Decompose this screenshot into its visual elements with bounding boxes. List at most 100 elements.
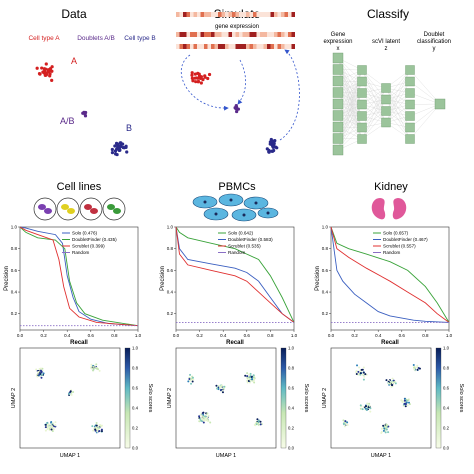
umap-point bbox=[244, 374, 247, 377]
cell-dot bbox=[190, 71, 194, 75]
umap-point bbox=[95, 367, 98, 370]
x-tick-label: 0.2 bbox=[196, 333, 203, 338]
nn-node bbox=[405, 134, 415, 144]
expr-cell bbox=[204, 32, 208, 37]
cell-dot bbox=[207, 72, 212, 77]
umap-point bbox=[360, 368, 363, 371]
umap-point bbox=[247, 378, 250, 381]
cell-dot bbox=[113, 149, 118, 153]
x-tick-label: 0.6 bbox=[244, 333, 251, 338]
umap-point bbox=[198, 415, 201, 418]
expr-cell bbox=[179, 12, 183, 17]
umap-point bbox=[346, 421, 349, 424]
expr-cell bbox=[186, 32, 190, 37]
expr-cell bbox=[256, 44, 260, 49]
x-tick-label: 0.4 bbox=[220, 333, 227, 338]
cell-type-a-label: Cell type A bbox=[28, 35, 60, 42]
umap-point bbox=[200, 419, 203, 422]
doublet-cluster bbox=[81, 110, 88, 118]
expr-cell bbox=[256, 12, 260, 17]
nn-node bbox=[434, 98, 446, 110]
umap-point bbox=[366, 402, 369, 405]
col3-line1: Doublet bbox=[424, 32, 445, 38]
expr-cell bbox=[200, 44, 204, 49]
sim-cell-cluster-b bbox=[265, 137, 279, 154]
umap-point bbox=[355, 369, 358, 372]
umap-point bbox=[357, 372, 360, 375]
umap-point bbox=[54, 421, 57, 424]
cell-dot bbox=[50, 69, 54, 73]
col3-line2: classification bbox=[417, 39, 451, 45]
legend-entry: Solo (0.642) bbox=[228, 231, 253, 236]
series-line bbox=[175, 226, 295, 323]
nn-edge bbox=[337, 69, 363, 105]
umap-point bbox=[257, 422, 260, 425]
cell-dot bbox=[234, 104, 238, 108]
nn-edge bbox=[409, 103, 441, 140]
umap-point bbox=[359, 407, 362, 410]
expr-cell bbox=[274, 32, 278, 37]
expr-cell bbox=[284, 44, 288, 49]
umap-point bbox=[41, 373, 44, 376]
umap-point bbox=[192, 378, 195, 381]
umap-point bbox=[68, 392, 71, 395]
cell-dot bbox=[38, 72, 42, 76]
umap-point bbox=[189, 373, 192, 376]
legend-entry: Random bbox=[228, 250, 246, 255]
cell-dot bbox=[191, 79, 195, 83]
colorbar-tick-label: 1.0 bbox=[443, 346, 450, 351]
umap-point bbox=[392, 379, 395, 382]
y-tick-label: 0.2 bbox=[11, 311, 18, 316]
cell-dot bbox=[47, 69, 51, 73]
x-tick-label: 0.0 bbox=[173, 333, 180, 338]
legend-entry: Solo (0.657) bbox=[383, 231, 408, 236]
expr-cell bbox=[225, 12, 229, 17]
umap-point bbox=[407, 401, 410, 404]
cell-cluster-a bbox=[35, 62, 54, 82]
dataset-title: Kidney bbox=[374, 181, 408, 193]
cell-dot bbox=[272, 148, 276, 153]
dataset-title: Cell lines bbox=[57, 181, 102, 193]
sim-arrow-right bbox=[279, 49, 300, 141]
umap-point bbox=[203, 419, 206, 422]
pr-chart-pbmcs: 0.0 0.2 0.4 0.6 0.8 1.0 0.2 0.4 0.6 0.8 1.0 Recall P… bbox=[160, 225, 298, 347]
nn-node bbox=[332, 87, 344, 98]
expr-cell bbox=[176, 12, 180, 17]
umap-point bbox=[259, 420, 262, 423]
y-tick-label: 0.4 bbox=[322, 290, 329, 295]
doublets-label: Doublets A/B bbox=[77, 35, 115, 42]
x-axis-label: Recall bbox=[70, 340, 88, 346]
cell-dot bbox=[40, 66, 44, 70]
expr-cell bbox=[218, 32, 222, 37]
classify-panel-title: Classify bbox=[367, 7, 409, 21]
cell-dot bbox=[42, 67, 46, 71]
expr-cell bbox=[200, 32, 204, 37]
umap-point bbox=[400, 399, 403, 402]
kidney-icon bbox=[371, 198, 407, 220]
umap-y-label: UMAP 2 bbox=[11, 388, 17, 408]
col2-line1: scVI latent bbox=[372, 39, 400, 45]
series-line bbox=[19, 226, 139, 327]
cell-dot bbox=[201, 78, 205, 82]
nn-edge bbox=[409, 69, 441, 105]
pr-chart-cell-lines: 0.0 0.2 0.4 0.6 0.8 1.0 0.2 0.4 0.6 0.8 1.0 Recall P… bbox=[4, 225, 142, 347]
umap-point bbox=[202, 411, 205, 414]
x-tick-label: 0.8 bbox=[422, 333, 429, 338]
expr-cell bbox=[246, 12, 250, 17]
umap-point bbox=[364, 373, 367, 376]
expr-cell bbox=[242, 32, 246, 37]
y-tick-label: 0.2 bbox=[322, 311, 329, 316]
umap-point bbox=[391, 381, 394, 384]
expr-cell bbox=[218, 44, 222, 49]
x-tick-label: 1.0 bbox=[291, 333, 298, 338]
umap-point bbox=[93, 367, 96, 370]
umap-point bbox=[405, 399, 408, 402]
umap-point bbox=[380, 427, 383, 430]
expr-cell bbox=[197, 44, 201, 49]
expr-cell bbox=[291, 12, 295, 17]
nn-node bbox=[332, 75, 344, 87]
sim-arrow-mid bbox=[237, 59, 247, 105]
expr-cell bbox=[235, 12, 239, 17]
series-line bbox=[19, 226, 139, 327]
umap-point bbox=[46, 422, 49, 425]
